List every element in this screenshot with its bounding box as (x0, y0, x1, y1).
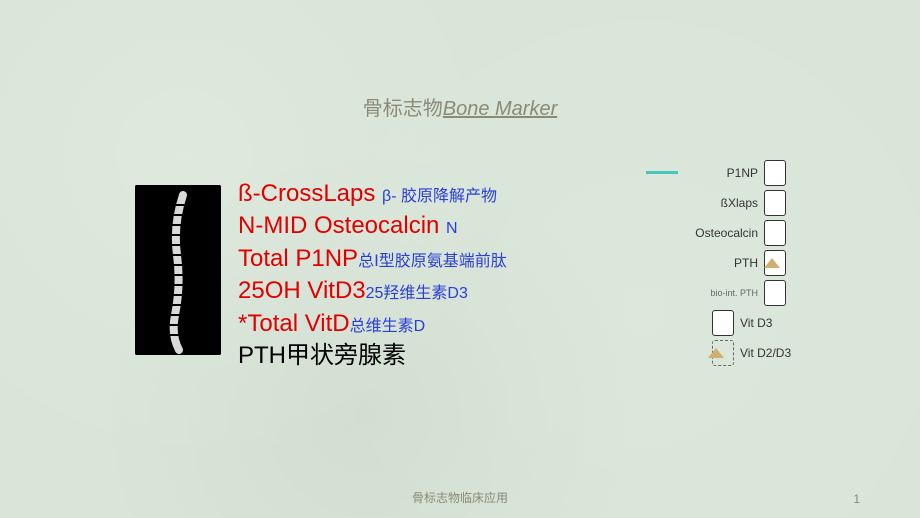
legend-bar-icon (646, 171, 678, 174)
legend-row: bio-int. PTH (676, 278, 846, 308)
title-prefix: 骨标志物 (363, 98, 443, 120)
legend-box-icon (764, 190, 786, 216)
marker-sub: β- 胶原降解产物 (382, 188, 497, 205)
legend-box-icon (764, 160, 786, 186)
marker-row: *Total VitD总维生素D (238, 308, 668, 340)
footer-text: 骨标志物临床应用 (0, 489, 920, 506)
legend-box-icon (764, 280, 786, 306)
legend-label: P1NP (676, 166, 764, 180)
title-italic: Bone Marker (443, 98, 558, 120)
marker-row: Total P1NP总Ⅰ型胶原氨基端前肽 (238, 243, 668, 275)
slide-title: 骨标志物Bone Marker (0, 92, 920, 121)
marker-sub: 总维生素D (350, 318, 426, 335)
spine-image (135, 185, 221, 355)
legend-row: Vit D2/D3 (676, 338, 846, 368)
marker-row: ß-CrossLaps β- 胶原降解产物 (238, 178, 668, 210)
legend-row: Osteocalcin (676, 218, 846, 248)
marker-main: N-MID Osteocalcin (238, 212, 446, 239)
page-number: 1 (853, 492, 860, 506)
marker-sub: 25羟维生素D3 (366, 285, 468, 302)
legend-row: Vit D3 (676, 308, 846, 338)
marker-main: ß-CrossLaps (238, 180, 382, 207)
legend-label: Osteocalcin (676, 226, 764, 240)
legend-box-icon (764, 220, 786, 246)
marker-sub: 甲状旁腺素 (286, 342, 406, 369)
marker-list: ß-CrossLaps β- 胶原降解产物 N-MID Osteocalcin … (238, 178, 668, 372)
legend-label: ßXlaps (676, 196, 764, 210)
legend: P1NP ßXlaps Osteocalcin PTH bio-int. PTH… (676, 158, 846, 368)
marker-sub: N (446, 220, 458, 237)
marker-row: N-MID Osteocalcin N (238, 210, 668, 242)
legend-row: ßXlaps (676, 188, 846, 218)
warning-triangle-icon (708, 348, 724, 358)
warning-triangle-icon (764, 258, 780, 268)
legend-row: P1NP (676, 158, 846, 188)
legend-label: Vit D2/D3 (734, 346, 791, 360)
marker-main: 25OH VitD3 (238, 277, 366, 304)
marker-row: 25OH VitD325羟维生素D3 (238, 275, 668, 307)
marker-main: *Total VitD (238, 310, 350, 337)
marker-main: PTH (238, 342, 286, 369)
legend-row: PTH (676, 248, 846, 278)
legend-label: bio-int. PTH (676, 288, 764, 298)
marker-row-pth: PTH甲状旁腺素 (238, 340, 668, 372)
legend-label: Vit D3 (734, 316, 772, 330)
marker-main: Total P1NP (238, 245, 358, 272)
marker-sub: 总Ⅰ型胶原氨基端前肽 (358, 253, 507, 270)
legend-label: PTH (676, 256, 764, 270)
legend-box-icon (712, 310, 734, 336)
